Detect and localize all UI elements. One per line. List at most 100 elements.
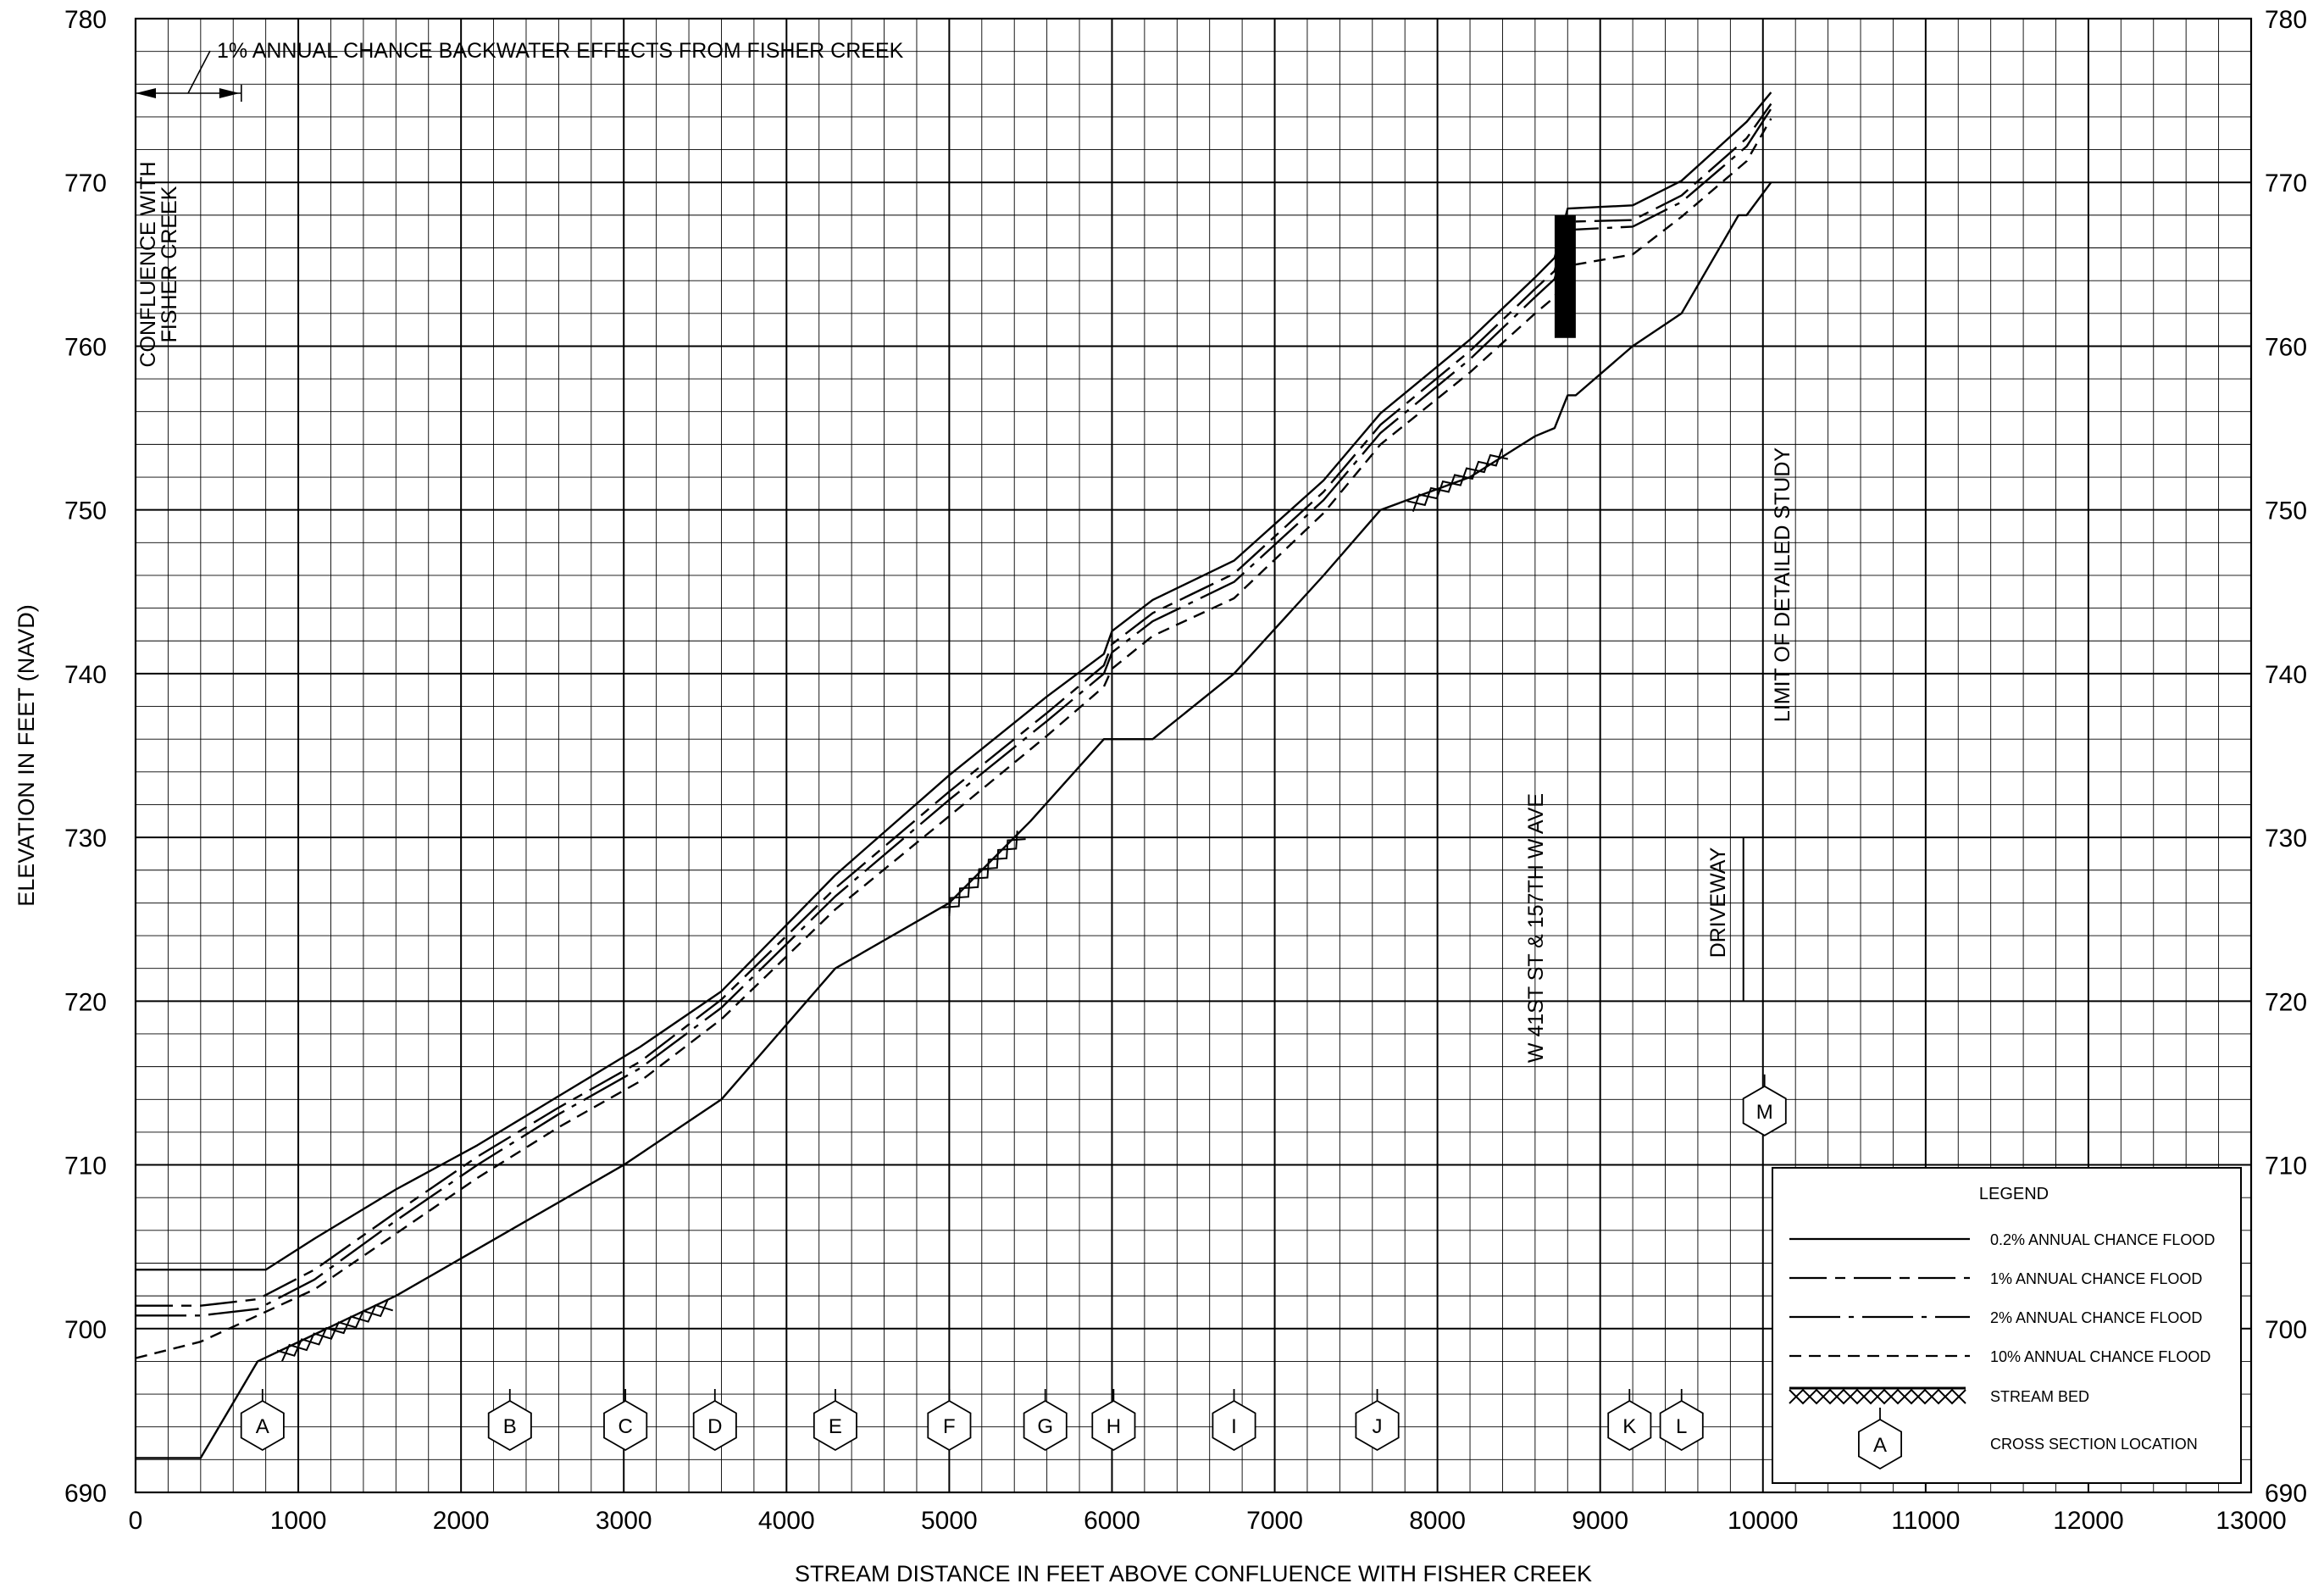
series-line (136, 103, 1772, 1307)
bridge-block (1554, 214, 1576, 338)
x-tick-label: 12000 (2053, 1507, 2123, 1535)
cross-section-label: M (1756, 1101, 1773, 1124)
y-tick-label-left: 770 (64, 169, 107, 197)
legend: LEGEND 0.2% ANNUAL CHANCE FLOOD 1% ANNUAL… (1772, 1167, 2242, 1484)
x-tick-label: 6000 (1084, 1507, 1140, 1535)
y-tick-labels-right: 690 700 710 720 730 740 750 760 770 780 (2265, 6, 2307, 1508)
y-tick-label-right: 770 (2265, 169, 2307, 197)
legend-item-label: STREAM BED (1990, 1388, 2089, 1405)
y-tick-label-left: 700 (64, 1316, 107, 1344)
y-tick-label-left: 740 (64, 661, 107, 689)
stream-bed-hatch-zigzag (1412, 453, 1509, 512)
y-tick-label-left: 720 (64, 988, 107, 1016)
cross-section-hexagon (487, 1399, 532, 1452)
cross-section-hexagon (1212, 1399, 1256, 1452)
cross-section-label: E (829, 1415, 842, 1438)
cross-section-hexagon (813, 1399, 857, 1452)
x-tick-label: 8000 (1409, 1507, 1466, 1535)
y-tick-label-left: 750 (64, 497, 107, 525)
series-line (136, 92, 1772, 1271)
series-layer (136, 92, 1772, 1459)
x-axis-title: STREAM DISTANCE IN FEET ABOVE CONFLUENCE… (795, 1561, 1592, 1586)
cross-section-label: L (1676, 1415, 1687, 1438)
y-tick-label-right: 710 (2265, 1153, 2307, 1181)
backwater-arrow-right (219, 88, 240, 98)
x-tick-label: 13000 (2216, 1507, 2286, 1535)
x-tick-labels: 0 1000 2000 3000 4000 5000 6000 7000 8000 9000 100… (129, 1507, 2287, 1535)
cross-section-hexagon (927, 1399, 972, 1452)
x-tick-label: 1000 (270, 1507, 327, 1535)
y-tick-label-right: 730 (2265, 825, 2307, 853)
y-tick-label-left: 780 (64, 6, 107, 34)
plot-border (134, 17, 2253, 1494)
cross-section-label: G (1037, 1415, 1053, 1438)
y-tick-label-left: 710 (64, 1153, 107, 1181)
confluence-label-line2: FISHER CREEK (158, 186, 181, 342)
y-tick-label-right: 690 (2265, 1480, 2307, 1508)
cross-section-hexagon (1659, 1399, 1704, 1452)
stream-bed-hatch-zigzag (1406, 448, 1503, 507)
stream-bed-hatches (276, 448, 1509, 1362)
cross-section-hexagon (240, 1399, 285, 1452)
x-tick-label: 11000 (1891, 1507, 1960, 1535)
y-tick-label-left: 690 (64, 1480, 107, 1508)
backwater-annotation: 1% ANNUAL CHANCE BACKWATER EFFECTS FROM … (136, 39, 904, 102)
cross-section-label: C (618, 1415, 632, 1438)
x-tick-label: 7000 (1246, 1507, 1303, 1535)
x-tick-label: 4000 (758, 1507, 815, 1535)
cross-section-hexagon (1091, 1399, 1136, 1452)
y-tick-labels-left: 690 700 710 720 730 740 750 760 770 780 (64, 6, 107, 1508)
legend-item-label: 1% ANNUAL CHANCE FLOOD (1990, 1270, 2202, 1287)
x-tick-label: 10000 (1728, 1507, 1798, 1535)
y-tick-label-right: 720 (2265, 988, 2307, 1016)
legend-swatch-xs-hexagon (1857, 1418, 1903, 1470)
cross-section-hexagon (603, 1399, 648, 1452)
y-tick-label-left: 730 (64, 825, 107, 853)
y-axis-title: ELEVATION IN FEET (NAVD) (14, 604, 39, 907)
cross-section-label: B (503, 1415, 517, 1438)
x-tick-label: 0 (129, 1507, 143, 1535)
x-tick-label: 2000 (433, 1507, 490, 1535)
legend-swatch-xs-letter: A (1873, 1434, 1887, 1457)
cross-section-hexagon (1742, 1085, 1787, 1136)
cross-section-hexagon (692, 1399, 737, 1452)
cross-section-hexagon (1607, 1399, 1652, 1452)
backwater-label: 1% ANNUAL CHANCE BACKWATER EFFECTS FROM … (217, 39, 904, 63)
bridge-label: W 41ST ST & 157TH W AVE (1524, 793, 1548, 1063)
series-line (136, 108, 1772, 1317)
cross-section-markers: A B C D E F G H I J K L M (240, 1074, 1787, 1452)
legend-title: LEGEND (1979, 1185, 2049, 1203)
stream-bed-hatch-zigzag (276, 1303, 393, 1357)
minor-gridlines (136, 19, 2251, 1492)
series-line (136, 181, 1772, 1459)
legend-item-label: 2% ANNUAL CHANCE FLOOD (1990, 1309, 2202, 1326)
series-line (136, 118, 1772, 1359)
cross-section-label: H (1107, 1415, 1121, 1438)
y-tick-label-right: 760 (2265, 333, 2307, 361)
legend-item-label: 10% ANNUAL CHANCE FLOOD (1990, 1348, 2210, 1365)
limit-of-study-label: LIMIT OF DETAILED STUDY (1771, 447, 1794, 722)
stream-bed-hatch-zigzag (940, 831, 1018, 908)
y-tick-label-right: 740 (2265, 661, 2307, 689)
y-tick-label-right: 750 (2265, 497, 2307, 525)
x-tick-label: 5000 (921, 1507, 978, 1535)
legend-items: 0.2% ANNUAL CHANCE FLOOD 1% ANNUAL CHANCE… (1789, 1231, 2215, 1470)
legend-box (1772, 1167, 2242, 1484)
backwater-leader-line (187, 50, 211, 94)
y-tick-label-right: 780 (2265, 6, 2307, 34)
cross-section-label: J (1373, 1415, 1383, 1438)
legend-item-label: CROSS SECTION LOCATION (1990, 1436, 2198, 1453)
y-tick-label-right: 700 (2265, 1316, 2307, 1344)
legend-item-label: 0.2% ANNUAL CHANCE FLOOD (1990, 1231, 2215, 1248)
cross-section-label: A (256, 1415, 269, 1438)
cross-section-hexagon (1355, 1399, 1400, 1452)
legend-swatch-streambed-zigzag (1789, 1388, 1966, 1405)
cross-section-label: K (1622, 1415, 1636, 1438)
cross-section-label: F (943, 1415, 956, 1438)
structures (1554, 214, 1744, 1002)
backwater-arrow-left (136, 88, 156, 98)
cross-section-hexagon (1023, 1399, 1068, 1452)
cross-section-label: I (1231, 1415, 1237, 1438)
y-tick-label-left: 760 (64, 333, 107, 361)
